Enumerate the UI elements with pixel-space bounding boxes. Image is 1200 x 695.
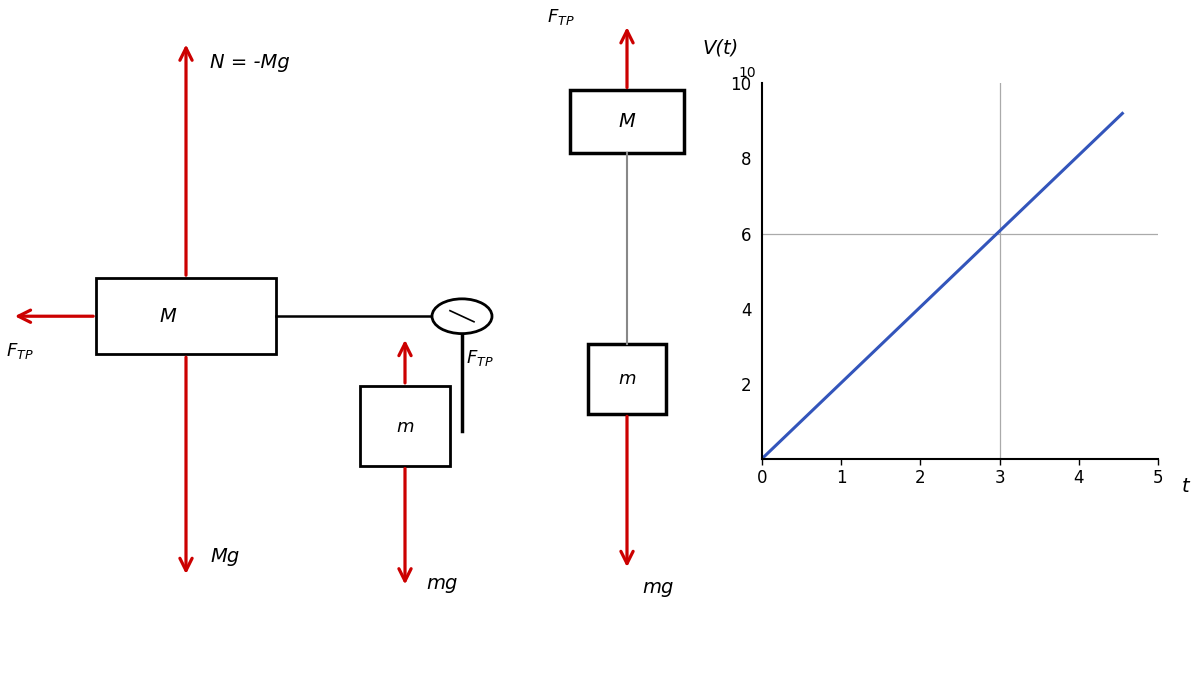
Text: $F_{TP}$: $F_{TP}$ [466,348,493,368]
Bar [570,90,684,153]
Text: 10: 10 [738,65,756,80]
Text: V(t): V(t) [703,38,739,57]
Text: Mg: Mg [210,546,239,566]
Text: mg: mg [426,574,457,594]
Text: m: m [396,418,414,436]
Bar [96,278,276,354]
Bar [588,344,666,414]
Text: N = -Mg: N = -Mg [210,53,289,72]
Text: M: M [160,306,176,326]
Text: M: M [618,112,636,131]
Text: t: t [1182,477,1189,496]
Bar [360,386,450,466]
Text: m: m [618,370,636,388]
Text: $F_{TP}$: $F_{TP}$ [6,341,34,361]
Text: mg: mg [642,578,673,597]
Text: $F_{TP}$: $F_{TP}$ [547,8,575,27]
Circle shape [432,299,492,334]
